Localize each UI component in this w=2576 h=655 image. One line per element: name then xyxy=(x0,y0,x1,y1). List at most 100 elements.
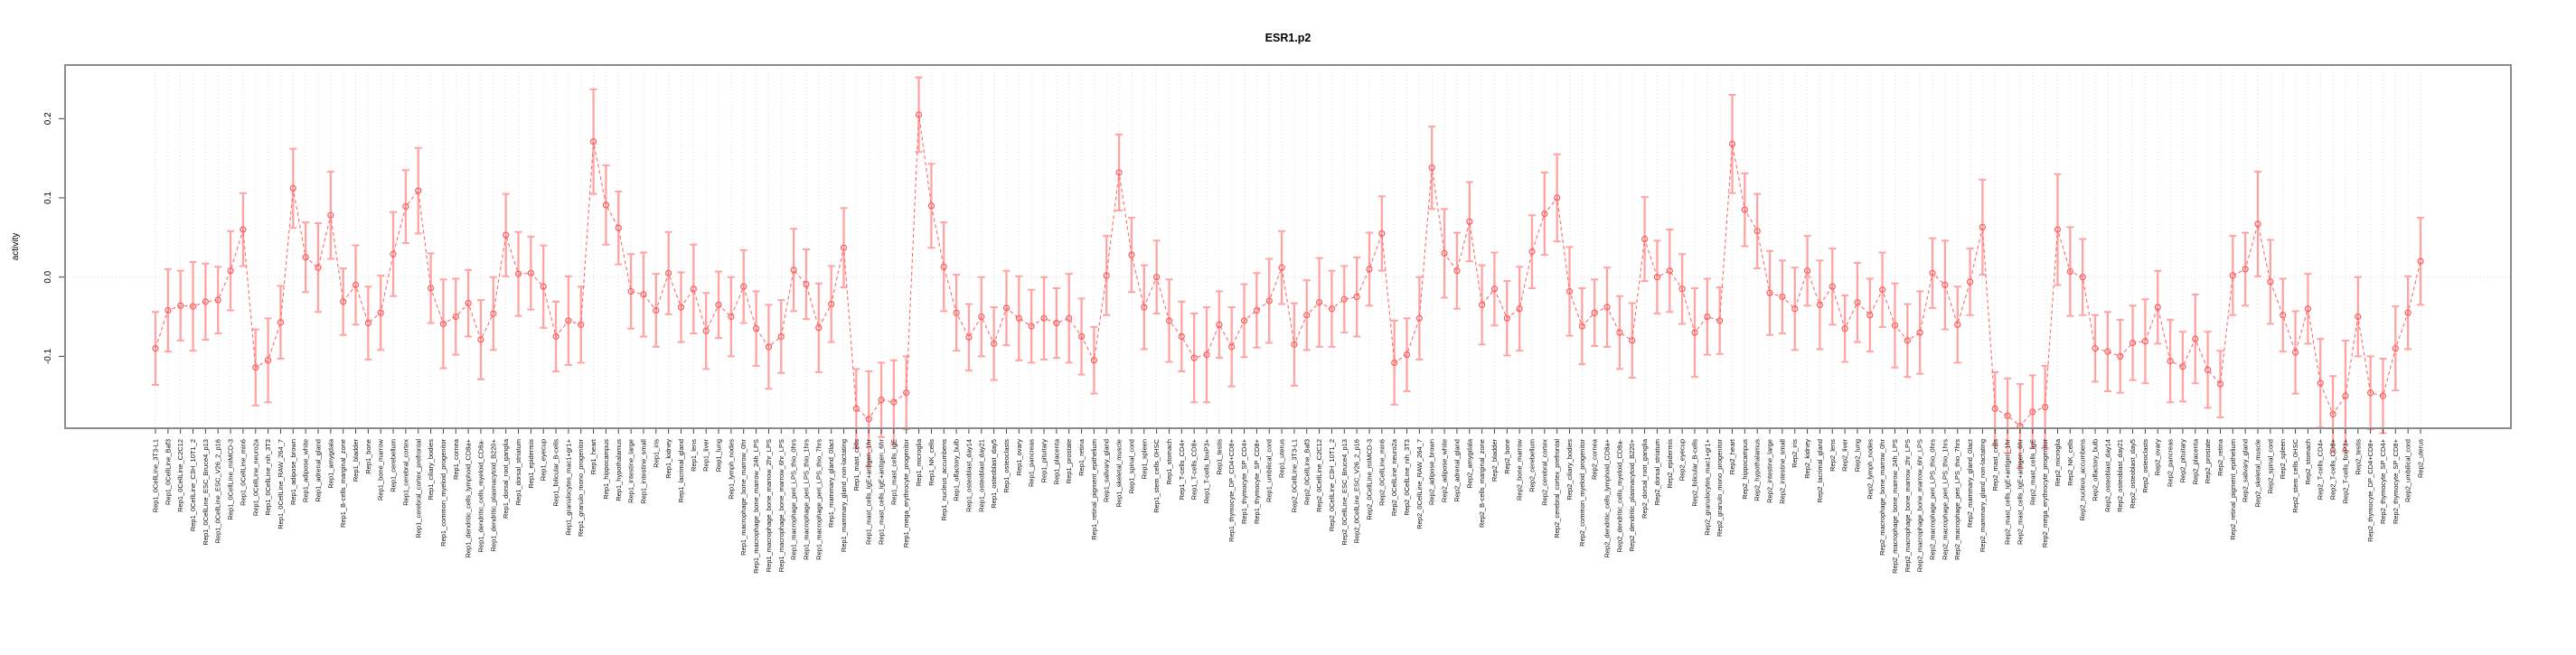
x-tick-label: Rep2_0CellLine_Baf3 xyxy=(1302,439,1311,505)
x-tick-label: Rep1_eyecup xyxy=(540,439,548,481)
data-point xyxy=(503,231,510,239)
x-tick-label: Rep2_testis xyxy=(2354,439,2362,475)
x-tick-label: Rep2_T-cells_CD4+ xyxy=(2317,438,2325,500)
x-tick-label: Rep1_liver xyxy=(702,439,710,472)
data-point xyxy=(152,345,159,352)
x-tick-label: Rep1_macrophage_peri_LPS_thio_1hrs xyxy=(802,439,810,560)
x-tick-label: Rep2_osteoclasts xyxy=(2141,439,2149,493)
connector-line xyxy=(155,114,2421,427)
data-point xyxy=(1616,329,1623,336)
x-tick-label: Rep1_dendritic_cells_myeloid_CD8a- xyxy=(476,438,484,552)
x-tick-label: Rep2_mast_cells_IgE+antigen_6hr xyxy=(2016,438,2024,544)
data-point xyxy=(1265,297,1273,304)
x-tick-label: Rep1_cerebral_cortex xyxy=(401,439,409,506)
data-point xyxy=(777,332,785,341)
x-tick-label: Rep1_retinal_pigment_epithelium xyxy=(1090,439,1098,540)
x-tick-label: Rep1_macrophage_bone_marrow_0hr xyxy=(739,439,747,556)
data-point xyxy=(1641,236,1649,243)
x-tick-label: Rep2_adrenal_gland xyxy=(1453,439,1461,502)
x-tick-label: Rep1_0CellLine_Baf3 xyxy=(164,439,172,505)
data-point xyxy=(1829,283,1836,290)
data-point xyxy=(1629,337,1636,344)
x-tick-label: Rep1_heart xyxy=(589,438,597,474)
x-tick-label: Rep1_dorsal_root_ganglia xyxy=(502,438,510,519)
x-tick-label: Rep1_epidermis xyxy=(527,439,535,489)
data-point xyxy=(765,343,773,351)
data-point xyxy=(865,416,872,423)
data-point xyxy=(653,306,660,314)
data-point xyxy=(1466,218,1473,225)
data-point xyxy=(514,270,522,277)
data-point xyxy=(1741,206,1748,213)
x-tick-label: Rep1_granulo_mono_progenitor xyxy=(577,439,585,537)
x-tick-label: Rep2_thymocyte_SP_CD4+ xyxy=(2379,438,2387,524)
x-tick-label: Rep2_dendritic_cells_myeloid_CD8a- xyxy=(1615,438,1623,552)
data-point xyxy=(1753,228,1761,235)
x-tick-label: Rep2_mast_cells xyxy=(1991,439,1999,491)
data-point xyxy=(1503,314,1510,322)
data-point xyxy=(1716,317,1724,324)
x-tick-label: Rep1_mast_cells xyxy=(852,439,860,491)
grid-layer xyxy=(65,65,2511,428)
x-tick-label: Rep2_kidney xyxy=(1803,439,1811,479)
x-tick-label: Rep2_mammary_gland_non-lactating xyxy=(1979,439,1987,552)
x-tick-label: Rep2_0CellLine_RAW_264_7 xyxy=(1415,439,1424,529)
data-point xyxy=(1428,164,1435,172)
data-point xyxy=(302,254,309,261)
data-point xyxy=(1666,267,1673,275)
data-point xyxy=(1066,314,1073,322)
data-point xyxy=(740,283,747,290)
x-tick-label: Rep1_macrophage_bone_marrow_2hr_LPS xyxy=(765,439,773,572)
data-point xyxy=(953,309,960,316)
x-tick-label: Rep1_umbilical_cord xyxy=(1265,439,1274,502)
x-tick-label: Rep1_T-cells_foxP3+ xyxy=(1203,438,1211,503)
y-tick-label: 0.0 xyxy=(43,270,53,283)
x-tick-label: Rep1_folicular_B-cells xyxy=(552,439,560,507)
data-point xyxy=(1891,322,1899,329)
data-point xyxy=(2229,272,2236,279)
x-tick-label: Rep2_0CellLine_nih_3T3 xyxy=(1403,439,1411,516)
data-point xyxy=(965,333,973,341)
data-point xyxy=(1565,287,1574,295)
data-point xyxy=(1053,319,1060,327)
x-tick-label: Rep1_0CellLine_ESC_V26_2_p16 xyxy=(214,439,222,544)
data-point xyxy=(352,281,360,289)
data-point xyxy=(2092,345,2099,352)
x-tick-label: Rep1_amygdala xyxy=(326,438,334,488)
x-tick-label: Rep2_placenta xyxy=(2191,438,2199,484)
x-tick-label: Rep2_T-cells_CD8+ xyxy=(2329,438,2337,500)
x-tick-label: Rep1_lung xyxy=(715,439,723,472)
data-point xyxy=(589,138,597,145)
data-point xyxy=(1678,285,1686,293)
x-tick-label: Rep2_lacrimal_gland xyxy=(1816,439,1824,502)
x-tick-label: Rep2_hippocampus xyxy=(1741,439,1749,500)
x-tick-label: Rep2_liver xyxy=(1841,439,1849,472)
x-tick-label: Rep2_spinal_cord xyxy=(2266,439,2274,493)
data-point xyxy=(1554,194,1561,201)
x-tick-label: Rep1_spleen xyxy=(1140,439,1148,479)
x-tick-label: Rep2_intestine_small xyxy=(1778,439,1786,504)
x-tick-label: Rep2_macrophage_bone_marrow_2hr_LPS xyxy=(1904,439,1912,572)
x-tick-label: Rep1_macrophage_bone_marrow_24h_LPS xyxy=(752,439,760,574)
x-tick-label: Rep2_nucleus_accumbens xyxy=(2079,439,2087,521)
data-point xyxy=(439,320,447,328)
x-tick-label: Rep1_T-cells_CD8+ xyxy=(1190,438,1199,500)
x-tick-label: Rep1_cerebral_cortex_prefrontal xyxy=(414,439,422,538)
x-tick-label: Rep1_stem_cells_0HSC xyxy=(1152,438,1161,512)
x-tick-label: Rep2_macrophage_peri_LPS_thio_7hrs xyxy=(1953,439,1961,560)
x-tick-label: Rep2_folicular_B-cells xyxy=(1690,439,1698,507)
data-point xyxy=(890,398,898,406)
data-point xyxy=(364,319,371,327)
x-tick-label: Rep1_0CellLine_RAW_264_7 xyxy=(277,439,285,529)
x-tick-label: Rep1_osteoclasts xyxy=(1002,439,1011,493)
data-point xyxy=(1378,229,1386,238)
data-point xyxy=(415,187,422,194)
x-tick-label: Rep1_intestine_small xyxy=(639,439,647,504)
data-point xyxy=(1128,251,1135,258)
data-point xyxy=(1816,301,1824,308)
x-tick-label: Rep1_stomach xyxy=(1165,439,1173,484)
x-tick-label: Rep1_dendritic_cells_lymphoid_CD8a+ xyxy=(465,438,473,557)
data-point xyxy=(289,184,296,192)
data-point xyxy=(1366,266,1373,273)
